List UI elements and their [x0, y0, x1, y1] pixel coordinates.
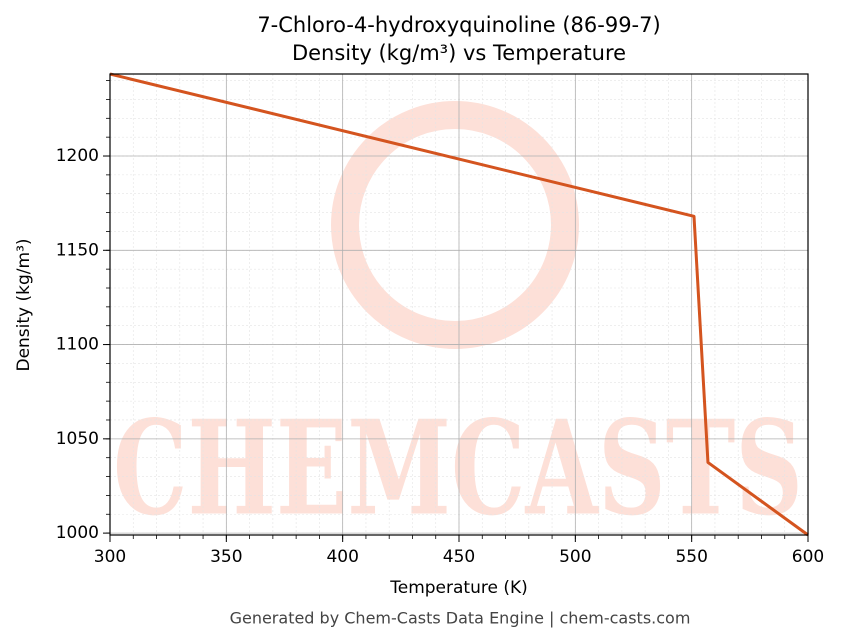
x-tick-label: 400	[326, 547, 358, 567]
chart-title: 7-Chloro-4-hydroxyquinoline (86-99-7)	[257, 13, 660, 37]
x-tick-label: 550	[675, 547, 707, 567]
y-axis-label: Density (kg/m³)	[14, 238, 34, 371]
watermark-logo	[331, 101, 579, 349]
y-tick-label: 1100	[56, 335, 99, 355]
y-tick-label: 1150	[56, 240, 99, 260]
x-tick-label: 300	[94, 547, 126, 567]
x-tick-label: 350	[210, 547, 242, 567]
footer: Generated by Chem-Casts Data Engine | ch…	[230, 609, 691, 628]
x-axis-label: Temperature (K)	[389, 578, 528, 598]
y-tick-label: 1000	[56, 523, 99, 543]
watermark: CHEMCASTS	[113, 392, 803, 545]
y-tick-label: 1200	[56, 146, 99, 166]
x-tick-label: 450	[443, 547, 475, 567]
data-line	[109, 72, 809, 537]
plot-frame	[109, 73, 809, 536]
x-tick-label: 500	[559, 547, 591, 567]
y-tick-label: 1050	[56, 429, 99, 449]
chart-subtitle: Density (kg/m³) vs Temperature	[292, 41, 626, 65]
x-tick-label: 600	[792, 547, 824, 567]
